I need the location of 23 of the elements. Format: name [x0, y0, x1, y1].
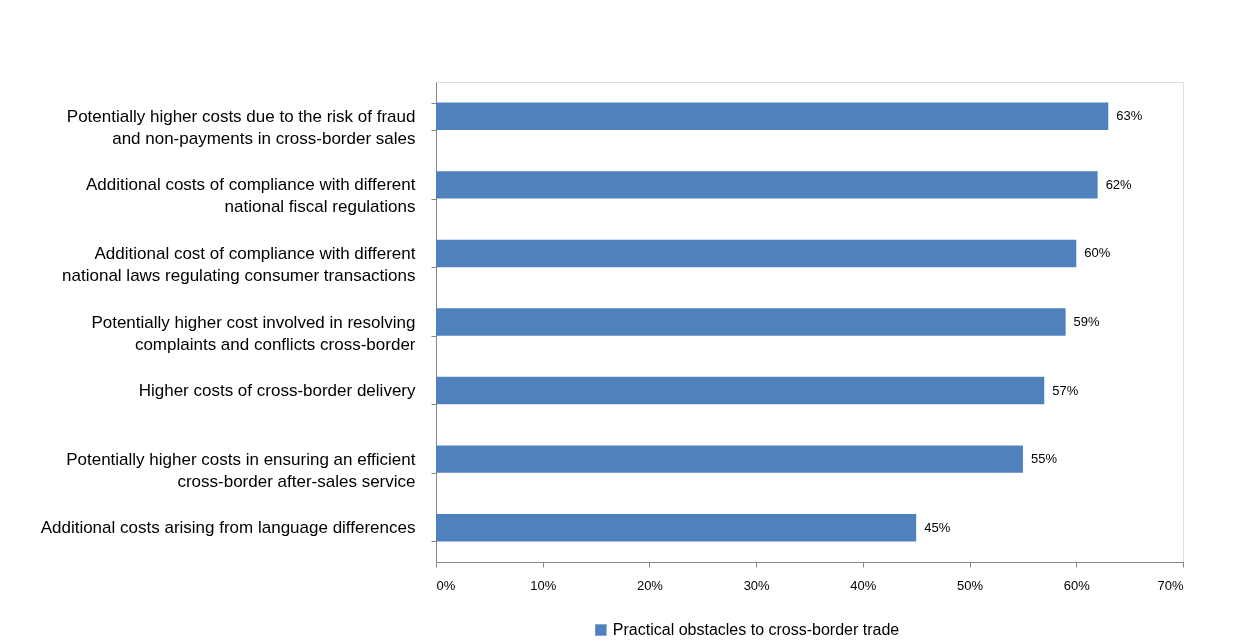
x-tick-label: 70% — [1157, 577, 1184, 593]
data-label: 59% — [1073, 314, 1101, 329]
data-label: 57% — [1052, 382, 1079, 398]
x-tick-label: 10% — [530, 577, 557, 593]
x-tick-label: 30% — [743, 577, 771, 593]
y-tick-label: Additional cost of compliance with different national laws regulating consumer transactions — [62, 243, 416, 285]
y-tick-label: Potentially higher cost involved in resolving complaints and conflicts cross-border — [91, 312, 416, 354]
legend-label: Practical obstacles to cross-border trade — [612, 621, 900, 638]
y-tick-label: Higher costs of cross-border delivery — [138, 381, 416, 401]
data-label: 62% — [1105, 176, 1133, 192]
y-tick-label: Additional costs arising from language differences — [40, 518, 416, 538]
y-tick-label: Potentially higher costs in ensuring an efficient cross-border after-sales service — [66, 449, 416, 491]
data-label: 60% — [1084, 245, 1111, 261]
x-tick-label: 60% — [1063, 577, 1091, 593]
y-tick-label: Additional costs of compliance with different national fiscal regulations — [86, 175, 416, 217]
x-tick-label: 0% — [436, 577, 456, 593]
x-tick-label: 50% — [957, 577, 984, 593]
data-label: 63% — [1116, 108, 1143, 124]
y-tick-label: Potentially higher costs due to the risk of fraud and non-payments in cross-border sales — [66, 106, 416, 148]
data-label: 55% — [1030, 451, 1058, 467]
data-label: 45% — [924, 519, 951, 535]
x-tick-label: 40% — [850, 577, 877, 593]
x-tick-label: 20% — [636, 577, 664, 593]
